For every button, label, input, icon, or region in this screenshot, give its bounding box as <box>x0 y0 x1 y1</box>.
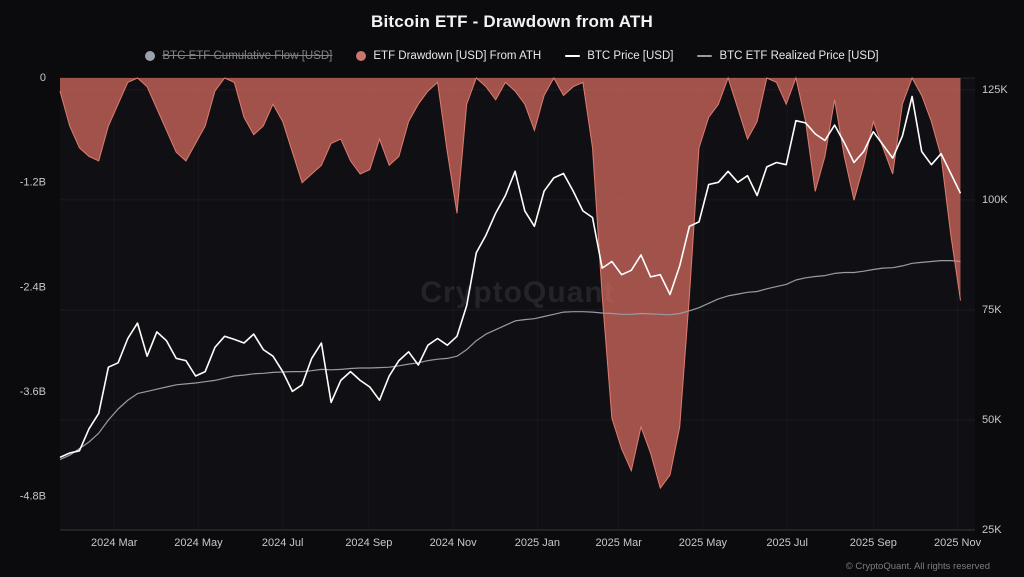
btc-price-line <box>59 95 962 459</box>
x-axis-label: 2024 May <box>174 537 223 549</box>
x-axis-label: 2024 Nov <box>430 537 478 549</box>
x-axis-label: 2025 Sep <box>850 537 897 549</box>
y-axis-right-label: 125K <box>982 84 1008 96</box>
y-axis-left-label: -3.6B <box>20 386 46 398</box>
legend-item-3[interactable]: BTC ETF Realized Price [USD] <box>697 50 879 62</box>
x-axis-label: 2024 Sep <box>345 537 392 549</box>
watermark: CryptoQuant <box>420 276 614 309</box>
x-axis-label: 2025 May <box>679 537 728 549</box>
x-axis-label: 2024 Mar <box>91 537 138 549</box>
y-axis-right-label: 25K <box>982 524 1002 536</box>
legend-line-marker <box>697 55 713 57</box>
y-axis-left-label: -4.8B <box>20 491 46 503</box>
x-axis-label: 2025 Jul <box>766 537 808 549</box>
x-axis-label: 2024 Jul <box>262 537 304 549</box>
legend-item-label: BTC ETF Cumulative Flow [USD] <box>162 50 333 62</box>
legend-item-label: ETF Drawdown [USD] From ATH <box>373 50 542 62</box>
x-axis-label: 2025 Jan <box>515 537 560 549</box>
legend-item-1[interactable]: ETF Drawdown [USD] From ATH <box>356 50 541 62</box>
legend-line-marker <box>565 55 581 57</box>
legend-item-label: BTC ETF Realized Price [USD] <box>719 50 879 62</box>
legend-circle-marker <box>145 51 156 61</box>
y-axis-right-label: 100K <box>982 194 1008 206</box>
y-axis-right-label: 50K <box>982 414 1002 426</box>
drawdown-area-edge <box>59 76 961 490</box>
y-axis-left-label: 0 <box>40 72 46 84</box>
x-axis-label: 2025 Nov <box>934 537 982 549</box>
y-axis-left-label: -2.4B <box>20 281 46 293</box>
legend-item-0[interactable]: BTC ETF Cumulative Flow [USD] <box>145 50 332 62</box>
legend-circle-marker <box>356 51 367 61</box>
realized-price-line <box>59 260 961 461</box>
legend-item-label: BTC Price [USD] <box>587 50 674 62</box>
legend: BTC ETF Cumulative Flow [USD] ETF Drawdow… <box>0 50 1024 62</box>
y-axis-left-label: -1.2B <box>20 177 46 189</box>
copyright-text: © CryptoQuant. All rights reserved <box>845 561 990 572</box>
chart-title: Bitcoin ETF - Drawdown from ATH <box>371 12 653 31</box>
x-axis-label: 2025 Mar <box>595 537 642 549</box>
drawdown-area <box>60 78 961 489</box>
y-axis-right-label: 75K <box>982 304 1002 316</box>
legend-item-2[interactable]: BTC Price [USD] <box>565 50 673 62</box>
